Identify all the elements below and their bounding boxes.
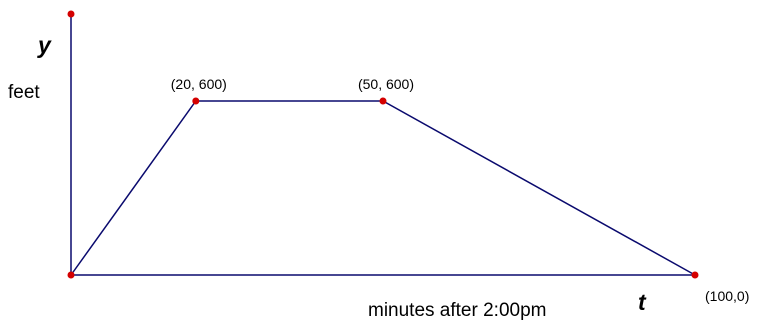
series-layer xyxy=(70,100,696,276)
point-labels-layer: (20, 600) (50, 600) (100,0) xyxy=(171,76,750,304)
points-layer xyxy=(67,97,699,279)
x-axis-label: minutes after 2:00pm xyxy=(368,300,546,321)
data-point xyxy=(379,97,387,105)
y-variable-label: y xyxy=(37,32,52,58)
data-point xyxy=(691,271,699,279)
series-line xyxy=(70,100,696,276)
x-variable-label: t xyxy=(638,289,647,315)
point-label: (20, 600) xyxy=(171,76,227,92)
y-axis-end-dot xyxy=(67,10,75,18)
data-point xyxy=(67,271,75,279)
y-axis-label: feet xyxy=(8,82,40,103)
point-label: (50, 600) xyxy=(358,76,414,92)
point-label: (100,0) xyxy=(705,288,749,304)
axes xyxy=(67,10,695,276)
data-point xyxy=(192,97,200,105)
